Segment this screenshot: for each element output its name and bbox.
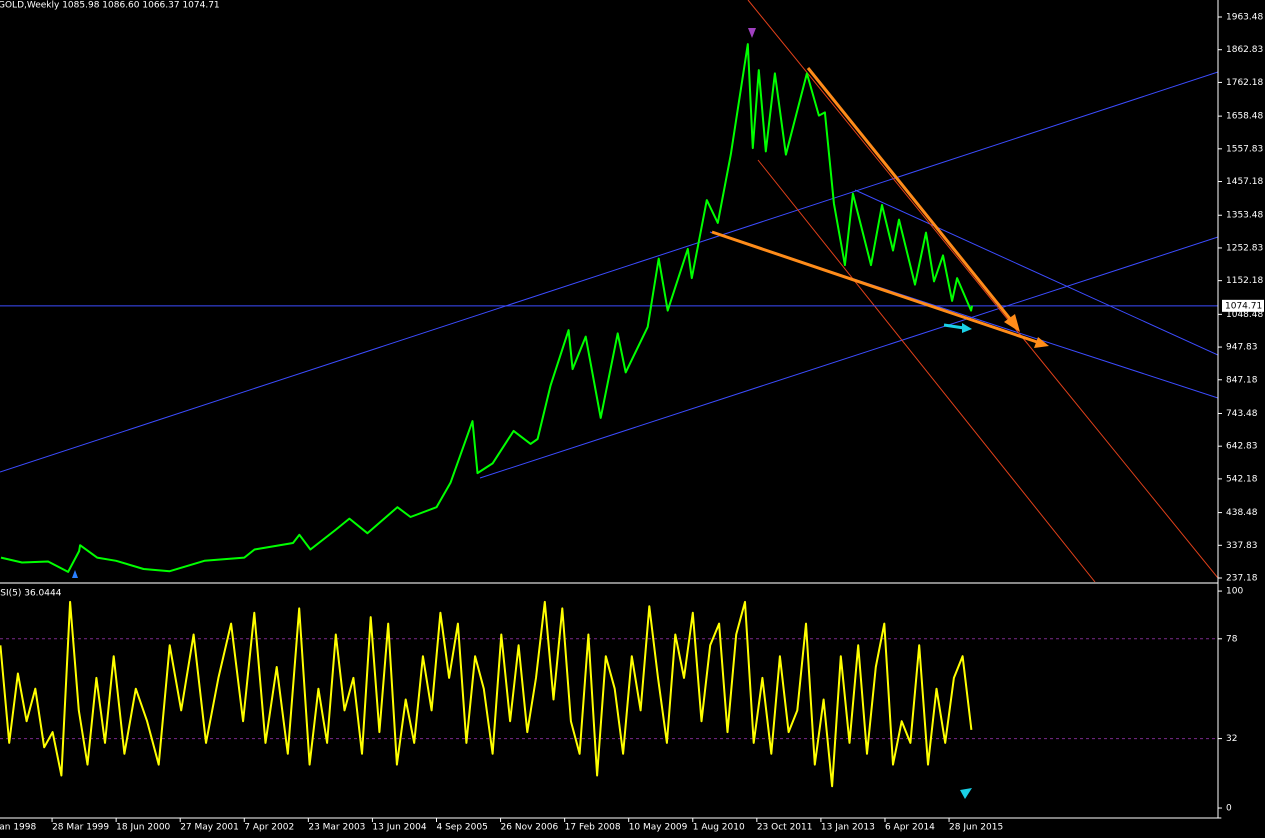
y-tick-label: 1862.83 — [1226, 45, 1263, 55]
x-tick-label: 26 Nov 2006 — [501, 823, 559, 833]
y-tick-label: 1963.48 — [1226, 13, 1263, 23]
x-tick-label: 13 Jun 2004 — [372, 823, 426, 833]
x-tick-label: 4 Sep 2005 — [436, 823, 487, 833]
x-tick-label: 6 Apr 2014 — [885, 823, 935, 833]
rsi-pane — [0, 600, 1218, 788]
trend-line — [854, 189, 1218, 356]
y-tick-label: 1353.48 — [1226, 211, 1263, 221]
y-tick-label: 32 — [1226, 734, 1237, 744]
signal-arrow — [943, 323, 965, 330]
x-tick-label: 27 May 2001 — [180, 823, 239, 833]
x-tick-label: 18 Jun 2000 — [116, 823, 170, 833]
arrow-head — [1034, 337, 1049, 348]
chart-title: GOLD,Weekly 1085.98 1086.60 1066.37 1074… — [0, 1, 220, 11]
y-tick-label: 100 — [1226, 587, 1243, 597]
trend-line — [479, 236, 1218, 479]
x-tick-label: 7 Apr 2002 — [244, 823, 294, 833]
y-tick-label: 1252.83 — [1226, 243, 1263, 253]
y-tick-label: 1658.48 — [1226, 112, 1263, 122]
trend-line — [0, 71, 1218, 473]
y-tick-label: 0 — [1226, 804, 1232, 814]
last-price-label: 1074.71 — [1225, 301, 1262, 311]
x-tick-label: 28 Jun 2015 — [949, 823, 1003, 833]
x-tick-label: 17 Feb 2008 — [565, 823, 621, 833]
y-tick-label: 237.18 — [1226, 574, 1258, 584]
x-tick-label: 4 Jan 1998 — [0, 823, 36, 833]
y-tick-label: 438.48 — [1226, 508, 1258, 518]
arrow-line — [806, 67, 1017, 326]
channel-line — [757, 159, 1096, 582]
channel-line — [747, 0, 1218, 579]
y-tick-label: 542.18 — [1226, 474, 1258, 484]
y-tick-label: 743.48 — [1226, 409, 1258, 419]
y-tick-label: 947.83 — [1226, 343, 1258, 353]
x-tick-label: 10 May 2009 — [629, 823, 688, 833]
indicator-title: RSI(5) 36.0444 — [0, 589, 62, 599]
y-tick-label: 1762.18 — [1226, 78, 1263, 88]
top-marker — [748, 28, 756, 38]
series-line — [0, 43, 974, 573]
signal-marker — [960, 788, 972, 799]
x-tick-label: 23 Mar 2003 — [308, 823, 365, 833]
last-price-box — [1222, 299, 1264, 312]
y-tick-label: 78 — [1226, 634, 1238, 644]
x-tick-label: 13 Jan 2013 — [821, 823, 875, 833]
x-tick-label: 23 Oct 2011 — [757, 823, 813, 833]
series-line — [0, 600, 973, 788]
y-tick-label: 1048.48 — [1226, 310, 1263, 320]
signal-arrow-head — [962, 323, 972, 333]
bottom-marker — [72, 570, 78, 578]
y-tick-label: 642.83 — [1226, 442, 1258, 452]
y-tick-label: 1557.83 — [1226, 144, 1263, 154]
x-tick-label: 28 Mar 1999 — [52, 823, 109, 833]
arrow-head — [1004, 314, 1020, 332]
y-tick-label: 1152.18 — [1226, 276, 1263, 286]
y-tick-label: 337.83 — [1226, 541, 1258, 551]
x-tick-label: 1 Aug 2010 — [693, 823, 745, 833]
y-tick-label: 1457.18 — [1226, 177, 1263, 187]
arrow-line — [711, 230, 1041, 345]
y-tick-label: 847.18 — [1226, 375, 1258, 385]
